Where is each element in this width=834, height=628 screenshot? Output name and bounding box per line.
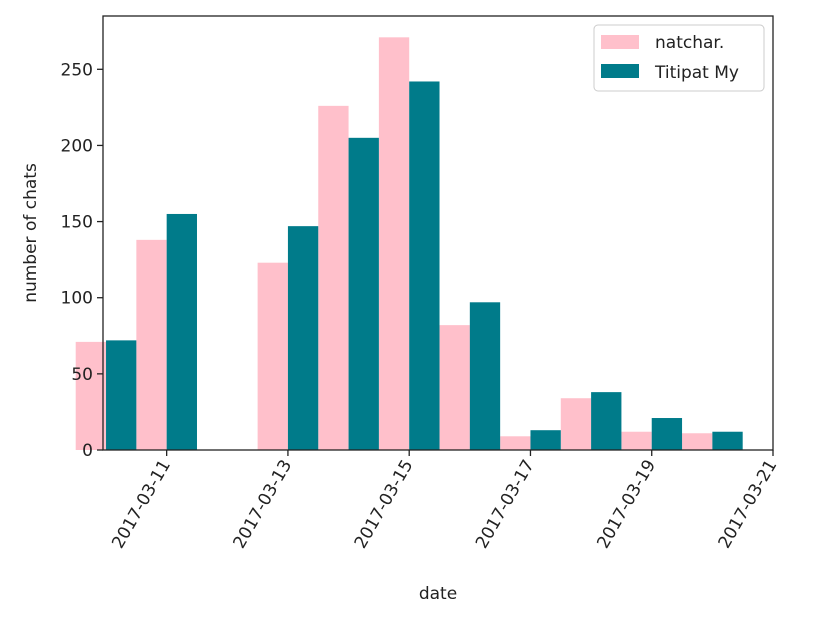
legend-label-titipat: Titipat My — [654, 63, 739, 83]
bar-natchar-2017-03-10 — [75, 341, 107, 450]
bar-titipat-2017-03-10 — [106, 340, 137, 450]
bar-natchar-2017-03-17 — [500, 436, 531, 450]
x-tick-label: 2017-03-21 — [715, 457, 782, 553]
bars — [75, 37, 743, 450]
y-axis: 0 50 100 150 200 250 — [61, 60, 103, 461]
x-tick-label: 2017-03-11 — [108, 457, 175, 553]
x-tick-label: 2017-03-19 — [593, 457, 660, 553]
bar-titipat-2017-03-19 — [651, 418, 683, 450]
bar-natchar-2017-03-16 — [439, 325, 470, 450]
bar-titipat-2017-03-17 — [530, 430, 561, 450]
legend-swatch-natchar — [601, 35, 639, 49]
bar-titipat-2017-03-11 — [166, 213, 197, 450]
y-tick-label: 50 — [71, 365, 93, 385]
plot-frame — [102, 15, 774, 451]
y-tick-label: 150 — [61, 213, 93, 233]
y-tick-label: 0 — [82, 441, 93, 461]
bar-natchar-2017-03-20 — [682, 433, 713, 450]
bar-titipat-2017-03-16 — [469, 302, 501, 450]
bar-titipat-2017-03-14 — [348, 137, 379, 450]
legend-label-natchar: natchar. — [655, 33, 724, 53]
y-tick-label: 200 — [61, 136, 93, 156]
bar-natchar-2017-03-13 — [257, 262, 288, 450]
bar-titipat-2017-03-15 — [409, 81, 440, 450]
bar-natchar-2017-03-11 — [136, 239, 167, 450]
bar-natchar-2017-03-19 — [621, 431, 652, 450]
legend-swatch-titipat — [601, 64, 639, 78]
x-tick-label: 2017-03-15 — [351, 457, 418, 553]
x-tick-label: 2017-03-13 — [230, 457, 297, 553]
y-axis-label: number of chats — [21, 163, 41, 303]
y-tick-label: 100 — [61, 289, 93, 309]
bar-natchar-2017-03-18 — [560, 398, 592, 450]
bar-natchar-2017-03-15 — [378, 37, 410, 450]
bar-titipat-2017-03-20 — [712, 431, 743, 450]
x-axis: 2017-03-11 2017-03-13 2017-03-15 2017-03-17… — [108, 450, 781, 552]
y-tick-label: 250 — [61, 60, 93, 80]
bar-natchar-2017-03-14 — [318, 105, 349, 450]
bar-titipat-2017-03-13 — [287, 226, 319, 450]
x-tick-label: 2017-03-17 — [472, 457, 539, 553]
bar-titipat-2017-03-18 — [591, 392, 622, 450]
legend: natchar. Titipat My — [593, 24, 765, 92]
x-axis-label: date — [419, 584, 457, 604]
